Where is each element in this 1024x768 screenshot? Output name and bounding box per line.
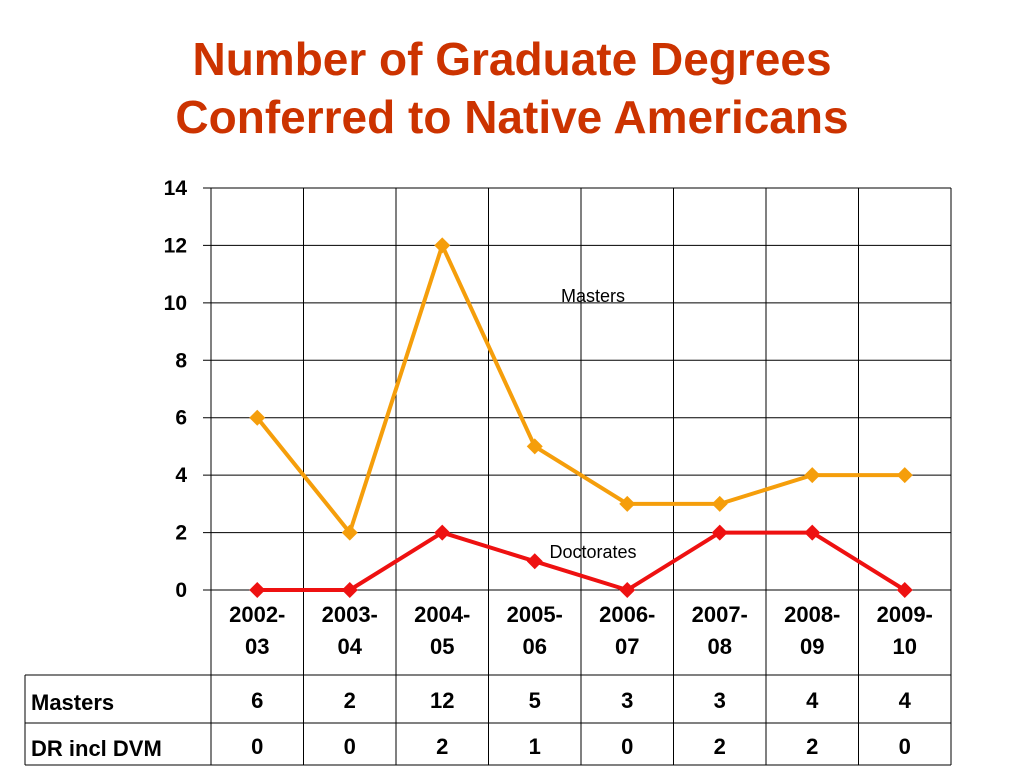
y-tick-label: 6 [175,407,187,430]
table-cell-value: 4 [806,688,819,713]
data-point-masters [249,409,266,426]
table-cell-value: 5 [529,688,541,713]
table-cell-value: 3 [714,688,726,713]
series-layer [249,237,913,598]
data-table: 2002-03 2003-04 2004-05 2005-06 2006-07 2007-… [24,602,951,766]
table-cell-value: 0 [344,734,356,759]
data-point-doctorates [619,582,636,598]
table-cell-value: 2 [344,688,356,713]
data-point-doctorates [526,553,543,570]
table-cell-value: 0 [251,734,263,759]
table-cell-value: 3 [621,688,633,713]
data-point-doctorates [249,582,266,598]
data-point-masters [711,495,728,512]
table-cell-value: 0 [621,734,633,759]
table-cell-value: 1 [529,734,541,759]
table-cell-value: 12 [430,688,454,713]
table-cell-value: 2 [436,734,448,759]
gridlines [203,187,952,765]
y-tick-label: 12 [164,234,187,257]
x-category-label: 2003-04 [322,602,378,659]
annotation-doctorates: Doctorates [549,542,636,562]
series-line-masters [255,243,905,535]
y-axis-ticks: 0 2 4 6 8 10 12 14 [164,177,188,602]
y-tick-label: 2 [175,522,187,545]
data-point-masters [341,524,358,541]
data-point-doctorates [711,524,728,541]
data-point-doctorates [896,582,913,598]
x-category-label: 2007-08 [692,602,748,659]
data-point-doctorates [434,524,451,541]
x-category-label: 2002-03 [229,602,285,659]
table-cell-value: 4 [899,688,912,713]
annotations: Masters Doctorates [549,286,636,562]
table-row-label: DR incl DVM [31,736,162,761]
table-cell-value: 6 [251,688,263,713]
x-category-label: 2004-05 [414,602,470,659]
table-cell-value: 0 [899,734,911,759]
data-point-masters [526,438,543,455]
y-tick-label: 14 [164,177,188,200]
annotation-masters: Masters [561,286,625,306]
x-category-label: 2009-10 [877,602,933,659]
chart-title-line-2: Conferred to Native Americans [175,91,849,143]
y-tick-label: 4 [175,464,187,487]
series-line-doctorates [257,530,906,592]
chart-title: Number of Graduate Degrees Conferred to … [0,30,1024,146]
data-point-doctorates [341,582,358,598]
data-point-masters [434,237,451,254]
table-cell-value: 2 [806,734,818,759]
data-point-masters [896,467,913,484]
data-point-doctorates [804,524,821,541]
x-category-label: 2005-06 [507,602,563,659]
x-category-label: 2008-09 [784,602,840,659]
table-row-label: Masters [31,690,114,715]
y-tick-label: 10 [164,292,187,315]
table-cell-value: 2 [714,734,726,759]
data-point-masters [804,467,821,484]
y-tick-label: 0 [175,579,187,602]
x-category-label: 2006-07 [599,602,655,659]
data-point-masters [619,495,636,512]
y-tick-label: 8 [175,349,187,372]
chart-title-line-1: Number of Graduate Degrees [192,33,832,85]
